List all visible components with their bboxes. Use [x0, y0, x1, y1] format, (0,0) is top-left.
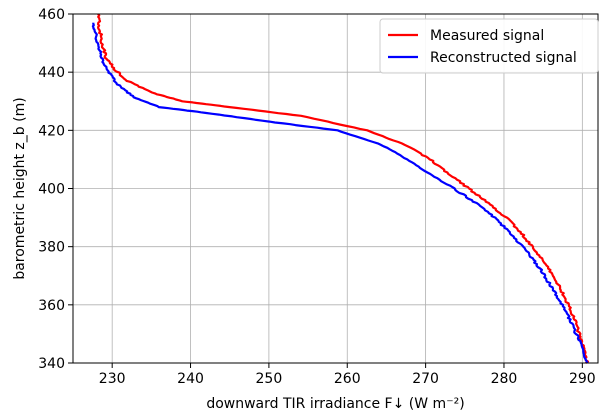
y-tick-label: 420 — [38, 123, 65, 139]
y-tick-label: 400 — [38, 182, 65, 198]
x-tick-label: 280 — [491, 371, 518, 387]
y-axis-label: barometric height z_b (m) — [12, 97, 28, 279]
y-tick-label: 360 — [38, 298, 65, 314]
y-tick-label: 460 — [38, 7, 65, 23]
y-tick-label: 380 — [38, 240, 65, 256]
x-tick-label: 240 — [177, 371, 204, 387]
series-layer — [91, 13, 590, 364]
x-tick-label: 260 — [334, 371, 361, 387]
x-tick-label: 270 — [412, 371, 439, 387]
y-tick-label: 340 — [38, 356, 65, 372]
legend-entry: Measured signal — [430, 28, 544, 44]
x-tick-label: 250 — [256, 371, 283, 387]
legend-entry: Reconstructed signal — [430, 50, 577, 66]
legend: Measured signal Reconstructed signal — [379, 18, 599, 74]
x-tick-label: 290 — [569, 371, 596, 387]
series-line-measured — [96, 13, 590, 364]
x-tick-label: 230 — [99, 371, 126, 387]
y-tick-label: 440 — [38, 65, 65, 81]
x-axis-label: downward TIR irradiance F↓ (W m⁻²) — [206, 396, 464, 412]
legend-box — [379, 18, 599, 74]
ticks: 230 240 250 260 270 280 290 340 360 380 400 420 440 4… — [38, 7, 595, 387]
series-line-reconstructed — [91, 22, 589, 364]
